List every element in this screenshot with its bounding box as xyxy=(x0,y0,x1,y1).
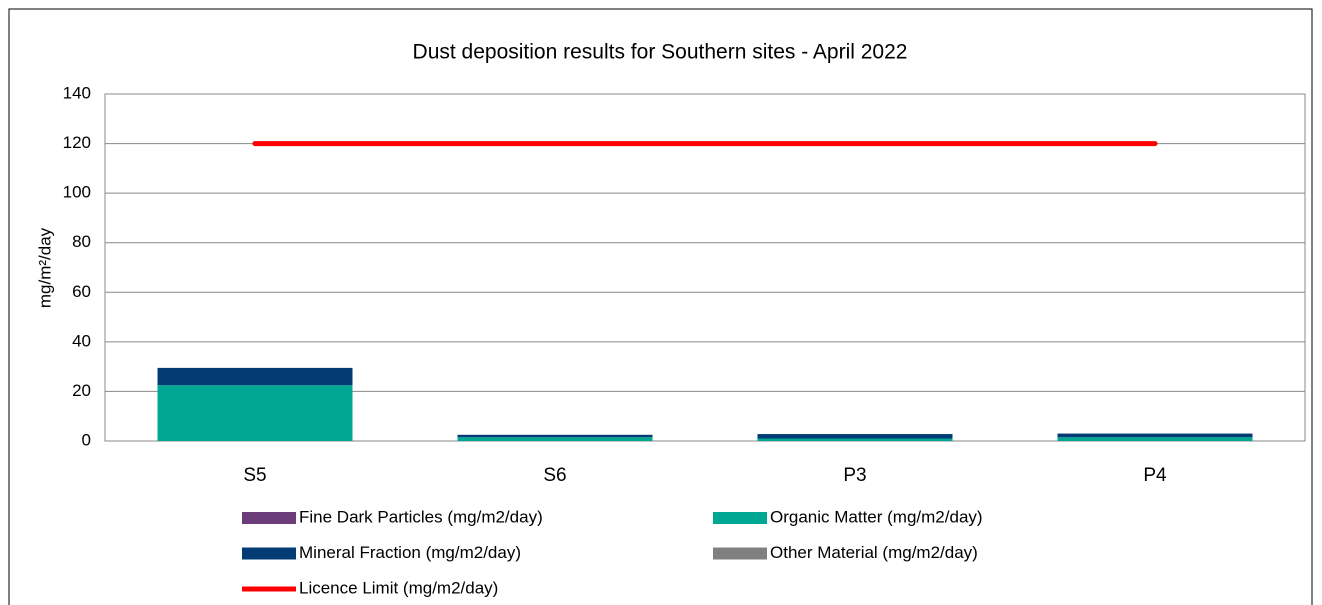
bar-segment xyxy=(157,385,353,441)
x-tick-label: S6 xyxy=(543,465,566,486)
y-tick-label: 60 xyxy=(72,282,91,301)
y-tick-label: 80 xyxy=(72,232,91,251)
y-axis-label: mg/m²/day xyxy=(35,227,54,308)
legend-label: Other Material (mg/m2/day) xyxy=(770,543,978,562)
bar-segment xyxy=(1057,437,1253,441)
legend-label: Fine Dark Particles (mg/m2/day) xyxy=(299,507,543,526)
bar-segment xyxy=(457,437,653,441)
y-tick-label: 100 xyxy=(63,183,91,202)
bar-segment xyxy=(757,438,953,441)
bar-segment xyxy=(1057,433,1253,438)
y-tick-label: 140 xyxy=(63,83,91,102)
x-tick-label: P4 xyxy=(1143,465,1167,486)
x-tick-label: S5 xyxy=(243,465,266,486)
legend-swatch xyxy=(713,547,767,560)
chart-frame xyxy=(8,8,1313,605)
legend-label: Mineral Fraction (mg/m2/day) xyxy=(299,543,521,562)
legend-swatch xyxy=(242,512,296,524)
legend-swatch xyxy=(713,512,767,524)
y-tick-label: 40 xyxy=(72,331,91,350)
bar-segment xyxy=(757,434,953,439)
bar-segment xyxy=(157,367,353,386)
y-tick-label: 120 xyxy=(63,133,91,152)
x-tick-label: P3 xyxy=(843,465,866,486)
legend-label: Organic Matter (mg/m2/day) xyxy=(770,507,983,526)
legend-label: Licence Limit (mg/m2/day) xyxy=(299,578,498,597)
y-tick-label: 20 xyxy=(72,381,91,400)
y-tick-label: 0 xyxy=(82,430,91,449)
bar-segment xyxy=(457,434,653,438)
chart-title: Dust deposition results for Southern sit… xyxy=(413,41,908,64)
legend-swatch xyxy=(242,547,296,560)
